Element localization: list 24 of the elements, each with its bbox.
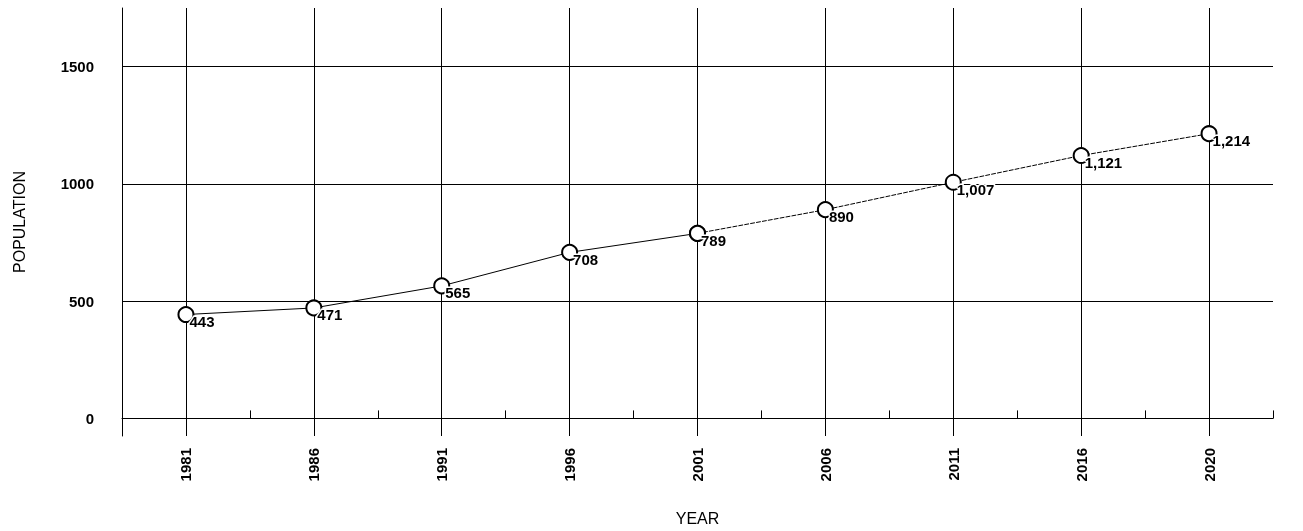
y-tick-label: 1000 [60,175,94,193]
y-axis-title: POPULATION [10,171,28,273]
data-label: 1,007 [956,180,995,198]
data-label: 708 [573,250,599,268]
data-label: 789 [701,231,727,249]
x-tick-label: 2001 [689,448,706,482]
x-tick-label: 2011 [944,448,962,481]
data-label: 471 [317,306,343,324]
x-tick-label: 2016 [1072,448,1090,482]
y-tick-label: 0 [85,409,94,427]
data-label: 890 [828,208,854,226]
x-tick-label: 1986 [305,448,323,482]
y-tick-label: 500 [68,292,94,310]
x-tick-label: 1996 [561,448,579,482]
data-label: 1,121 [1084,154,1123,172]
x-tick-label: 1981 [177,448,195,482]
y-tick-label: 1500 [60,58,94,76]
x-tick-label: 2020 [1200,448,1218,482]
x-tick-label: 2006 [816,448,834,482]
data-label: 1,214 [1212,132,1251,150]
data-label: 565 [445,284,471,302]
x-axis-title: YEAR [675,509,720,527]
data-label: 443 [189,313,215,331]
x-tick-label: 1991 [433,448,451,482]
